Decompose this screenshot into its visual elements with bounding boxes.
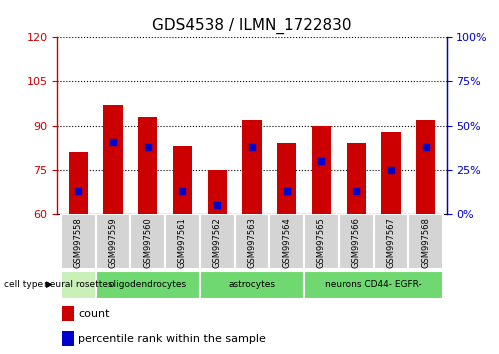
Text: GSM997567: GSM997567 <box>387 217 396 268</box>
Bar <box>339 214 374 269</box>
Text: cell type ▶: cell type ▶ <box>4 280 53 289</box>
Bar <box>381 132 401 214</box>
Text: GSM997565: GSM997565 <box>317 217 326 268</box>
Text: GSM997560: GSM997560 <box>143 217 152 268</box>
Bar <box>304 214 339 269</box>
Bar <box>277 143 296 214</box>
Text: GSM997561: GSM997561 <box>178 217 187 268</box>
Bar <box>96 270 200 299</box>
Bar <box>61 214 96 269</box>
Bar <box>138 117 157 214</box>
Text: GSM997564: GSM997564 <box>282 217 291 268</box>
Bar <box>347 143 366 214</box>
Bar <box>61 270 96 299</box>
Text: GSM997562: GSM997562 <box>213 217 222 268</box>
Text: GSM997563: GSM997563 <box>248 217 256 268</box>
Text: GSM997559: GSM997559 <box>108 217 117 268</box>
Text: neural rosettes: neural rosettes <box>44 280 113 289</box>
Bar <box>200 270 304 299</box>
Bar <box>408 214 443 269</box>
Title: GDS4538 / ILMN_1722830: GDS4538 / ILMN_1722830 <box>152 18 352 34</box>
Bar <box>62 331 74 346</box>
Bar <box>269 214 304 269</box>
Bar <box>69 152 88 214</box>
Bar <box>235 214 269 269</box>
Text: percentile rank within the sample: percentile rank within the sample <box>78 334 266 344</box>
Bar <box>103 105 123 214</box>
Bar <box>312 126 331 214</box>
Bar <box>304 270 443 299</box>
Bar <box>208 170 227 214</box>
Text: count: count <box>78 309 110 319</box>
Bar <box>374 214 408 269</box>
Bar <box>416 120 435 214</box>
Text: GSM997566: GSM997566 <box>352 217 361 268</box>
Text: GSM997568: GSM997568 <box>421 217 430 268</box>
Bar <box>200 214 235 269</box>
Bar <box>130 214 165 269</box>
Bar <box>62 306 74 321</box>
Bar <box>243 120 261 214</box>
Text: GSM997558: GSM997558 <box>74 217 83 268</box>
Text: oligodendrocytes: oligodendrocytes <box>109 280 187 289</box>
Bar <box>165 214 200 269</box>
Text: astrocytes: astrocytes <box>229 280 275 289</box>
Text: neurons CD44- EGFR-: neurons CD44- EGFR- <box>325 280 422 289</box>
Bar <box>96 214 130 269</box>
Bar <box>173 146 192 214</box>
